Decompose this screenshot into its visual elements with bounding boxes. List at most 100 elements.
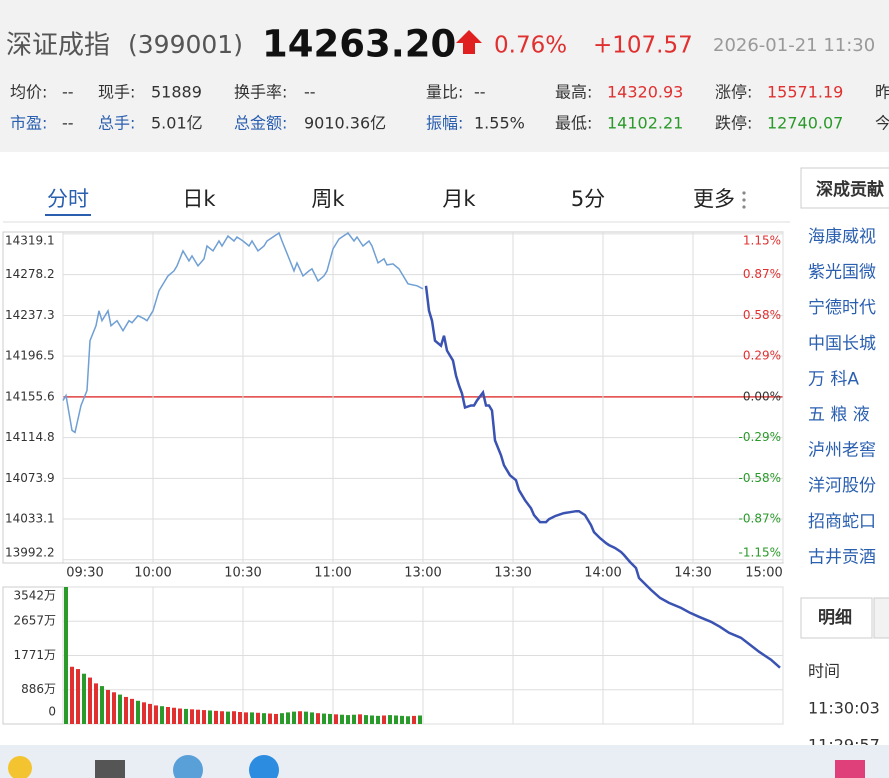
volume-bar [328, 713, 332, 724]
stat-label: 跌停: [715, 114, 752, 133]
volume-bar [172, 707, 176, 724]
stat-label: 涨停: [715, 83, 752, 102]
stat-label: 量比: [426, 83, 463, 102]
stat-label: 均价: [10, 83, 47, 102]
volume-bar [88, 677, 92, 724]
vol-tick-label: 2657万 [13, 614, 56, 628]
stock-link[interactable]: 紫光国微 [808, 263, 876, 283]
stat-label: 昨 [875, 83, 889, 102]
index-price: 14263.20 [262, 23, 456, 66]
stock-link[interactable]: 洋河股份 [808, 476, 876, 496]
tab[interactable]: 5分 [571, 187, 605, 211]
taskbar-icon[interactable] [835, 760, 865, 778]
volume-bar [82, 673, 86, 724]
volume-bar [352, 714, 356, 724]
volume-bar [256, 712, 260, 724]
pct-tick-label: 1.15% [743, 234, 781, 248]
volume-bar [166, 706, 170, 724]
y-tick-label: 13992.2 [5, 546, 55, 560]
taskbar-icon[interactable] [95, 760, 125, 778]
detail-tab-2[interactable] [873, 597, 889, 639]
y-tick-label: 14114.8 [5, 430, 55, 444]
stock-link[interactable]: 五 粮 液 [808, 405, 870, 425]
volume-bar [286, 712, 290, 724]
stat-value: -- [474, 83, 486, 102]
tab[interactable]: 日k [182, 187, 216, 211]
volume-bar [388, 715, 392, 724]
tab[interactable]: 周k [311, 187, 345, 211]
y-tick-label: 14155.6 [5, 389, 55, 403]
stock-link[interactable]: 宁德时代 [808, 298, 876, 318]
volume-bar [118, 694, 122, 724]
volume-bar [154, 705, 158, 724]
stock-link[interactable]: 中国长城 [808, 334, 876, 354]
y-tick-label: 14033.1 [5, 512, 55, 526]
volume-bar [346, 715, 350, 724]
volume-bar [334, 714, 338, 724]
tab[interactable]: 分时 [47, 187, 89, 211]
volume-bar [412, 715, 416, 724]
pct-tick-label: -0.58% [739, 471, 781, 485]
stock-link[interactable]: 海康威视 [808, 227, 876, 247]
time-header: 时间 [808, 662, 840, 681]
detail-tab[interactable] [800, 597, 873, 639]
y-tick-label: 14278.2 [5, 267, 55, 281]
quote-header [0, 0, 889, 152]
volume-bar [184, 708, 188, 724]
taskbar-icon[interactable] [173, 755, 203, 778]
stat-label: 最低: [555, 114, 592, 133]
stat-label: 今 [875, 114, 889, 133]
stat-value: -- [62, 83, 74, 102]
volume-bar [226, 711, 230, 724]
stat-value: 12740.07 [767, 114, 843, 133]
volume-bar [112, 692, 116, 724]
volume-bar [244, 712, 248, 724]
stat-value: 14320.93 [607, 83, 683, 102]
volume-bar [202, 710, 206, 724]
volume-bar [220, 711, 224, 724]
x-tick-label: 11:00 [314, 566, 351, 581]
pct-tick-label: 0.00% [743, 389, 781, 403]
volume-bar [364, 715, 368, 724]
tab[interactable]: 更多 [693, 187, 735, 211]
stat-value: 14102.21 [607, 114, 683, 133]
stock-link[interactable]: 古井贡酒 [808, 547, 876, 567]
stat-label: 现手: [98, 83, 135, 102]
stat-value: 5.01亿 [151, 114, 203, 133]
x-tick-label: 14:30 [674, 566, 711, 581]
volume-bar [394, 715, 398, 724]
sidebar-tab[interactable] [800, 167, 889, 209]
volume-bar [250, 712, 254, 724]
volume-bar [370, 715, 374, 724]
price-line [62, 231, 424, 434]
volume-bar [94, 683, 98, 724]
volume-bar [232, 711, 236, 724]
stock-link[interactable]: 泸州老窖 [808, 441, 876, 461]
y-tick-label: 14319.1 [5, 234, 55, 248]
vol-tick-label: 886万 [21, 682, 56, 696]
volume-bar [382, 715, 386, 724]
volume-bar [178, 708, 182, 724]
volume-bar [418, 715, 422, 724]
stat-value: -- [304, 83, 316, 102]
volume-bar [262, 713, 266, 724]
y-tick-label: 14237.3 [5, 308, 55, 322]
stat-label: 市盈: [10, 114, 47, 133]
stock-link[interactable]: 招商蛇口 [808, 512, 876, 532]
taskbar-icon[interactable] [249, 755, 279, 778]
stat-value: 9010.36亿 [304, 114, 386, 133]
volume-bar [100, 686, 104, 724]
pct-tick-label: 0.58% [743, 308, 781, 322]
vol-tick-label: 1771万 [13, 648, 56, 662]
volume-bar [196, 709, 200, 724]
volume-bar [316, 713, 320, 724]
x-tick-label: 10:00 [134, 566, 171, 581]
stock-link[interactable]: 万 科A [808, 369, 859, 389]
stat-value: -- [62, 114, 74, 133]
x-tick-label: 14:00 [584, 566, 621, 581]
volume-bar [160, 706, 164, 724]
vol-tick-label: 0 [48, 705, 56, 719]
tab[interactable]: 月k [442, 187, 476, 211]
taskbar-icon[interactable] [8, 756, 32, 778]
